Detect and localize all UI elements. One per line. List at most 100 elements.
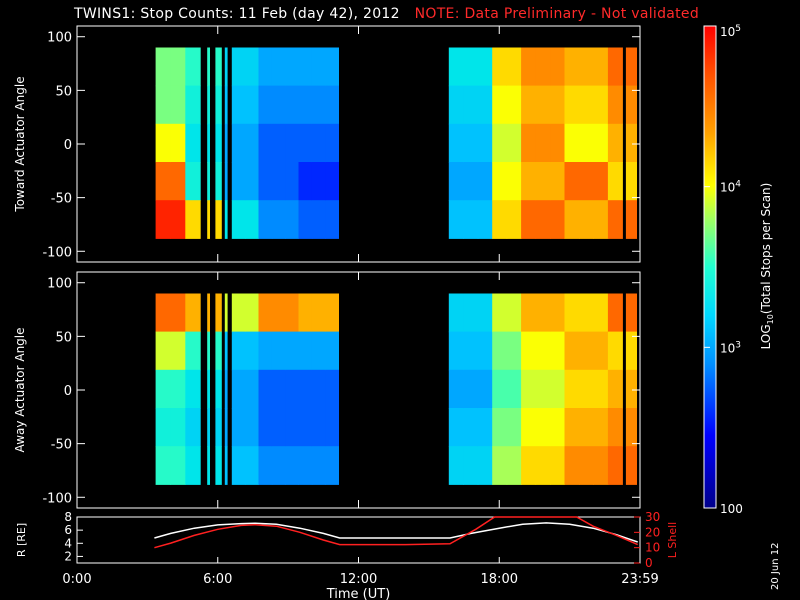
x-tick-label: 18:00 xyxy=(481,572,518,587)
heatmap-cell xyxy=(285,47,299,87)
heatmap-cell xyxy=(245,200,259,239)
y-axis-label: Away Actuator Angle xyxy=(13,327,27,452)
heatmap-cell xyxy=(477,408,493,447)
heatmap-cell xyxy=(521,408,537,447)
heatmap-cell xyxy=(593,446,609,485)
heatmap-cell xyxy=(593,331,609,371)
heatmap-cell xyxy=(521,446,537,485)
colorbar-tick-label: 105 xyxy=(720,24,741,39)
heatmap-cell xyxy=(298,446,313,485)
heatmap-cell xyxy=(448,200,464,239)
heatmap-cell xyxy=(231,47,246,87)
heatmap-cell xyxy=(477,200,493,239)
heatmap-cell xyxy=(463,293,479,333)
heatmap-cell xyxy=(311,293,326,333)
y-tick-label: -50 xyxy=(51,438,72,453)
heatmap-cell xyxy=(506,47,522,87)
heatmap-cell xyxy=(448,293,464,333)
heatmap-cell xyxy=(535,408,551,447)
chart-title: TWINS1: Stop Counts: 11 Feb (day 42), 20… xyxy=(74,6,699,22)
x-tick-label: 6:00 xyxy=(203,572,232,587)
heatmap-cell xyxy=(535,162,551,201)
heatmap-cell xyxy=(564,162,580,201)
heatmap-cell xyxy=(245,47,259,87)
right-y-tick-label: 0 xyxy=(645,556,653,570)
heatmap-cell xyxy=(607,47,623,87)
heatmap-cell xyxy=(298,47,313,87)
heatmap-cell xyxy=(521,369,537,409)
heatmap-cell xyxy=(463,369,479,409)
heatmap-cell xyxy=(448,408,464,447)
heatmap-cell xyxy=(593,369,609,409)
heatmap-cell xyxy=(506,446,522,485)
heatmap-cell xyxy=(550,446,566,485)
heatmap-cell xyxy=(492,47,508,87)
heatmap-cell xyxy=(448,331,464,371)
heatmap-cell xyxy=(224,446,228,485)
heatmap-cell xyxy=(492,200,508,239)
heatmap-cell xyxy=(231,162,246,201)
heatmap-cell xyxy=(325,369,339,409)
heatmap-cell xyxy=(245,331,259,371)
heatmap-cell xyxy=(607,123,623,163)
heatmap-cell xyxy=(625,162,637,201)
heatmap-cell xyxy=(207,408,210,447)
y-tick-label: 8 xyxy=(64,510,72,524)
heatmap-cell xyxy=(593,85,609,125)
heatmap-cell xyxy=(215,293,222,333)
heatmap-cell xyxy=(170,331,186,371)
heatmap-cell xyxy=(593,408,609,447)
heatmap-cell xyxy=(185,408,201,447)
heatmap-cell xyxy=(231,369,246,409)
heatmap-cell xyxy=(579,331,594,371)
y-tick-label: -100 xyxy=(42,245,72,260)
heatmap-cell xyxy=(625,47,637,87)
heatmap-cell xyxy=(463,446,479,485)
heatmap-cell xyxy=(215,369,222,409)
heatmap-cell xyxy=(258,369,273,409)
colorbar-tick-exponent: 5 xyxy=(735,24,741,34)
heatmap-cell xyxy=(506,293,522,333)
heatmap-cell xyxy=(231,200,246,239)
heatmap-cell xyxy=(325,408,339,447)
heatmap-cell xyxy=(245,408,259,447)
heatmap-cell xyxy=(550,123,566,163)
heatmap-cell xyxy=(506,200,522,239)
y-tick-label: -100 xyxy=(42,491,72,506)
colorbar-tick-exponent: 4 xyxy=(735,180,741,190)
heatmap-cell xyxy=(258,162,273,201)
heatmap-cell xyxy=(170,408,186,447)
heatmap-cell xyxy=(535,85,551,125)
heatmap-cell xyxy=(593,293,609,333)
y-tick-label: 2 xyxy=(64,549,72,563)
heatmap-cell xyxy=(579,123,594,163)
heatmap-cell xyxy=(448,162,464,201)
heatmap-cell xyxy=(521,293,537,333)
heatmap-cell xyxy=(325,47,339,87)
heatmap-cell xyxy=(535,446,551,485)
heatmap-cell xyxy=(625,200,637,239)
heatmap-cell xyxy=(231,85,246,125)
colorbar-tick-exponent: 3 xyxy=(735,340,741,350)
heatmap-cell xyxy=(506,85,522,125)
heatmap-cell xyxy=(579,47,594,87)
heatmap-cell xyxy=(506,331,522,371)
heatmap-cell xyxy=(535,369,551,409)
heatmap-cell xyxy=(258,85,273,125)
heatmap-cell xyxy=(607,369,623,409)
heatmap-cell xyxy=(593,162,609,201)
heatmap-cell xyxy=(215,446,222,485)
heatmap-cell xyxy=(593,123,609,163)
heatmap-cell xyxy=(325,162,339,201)
heatmap-cell xyxy=(625,331,637,371)
heatmap-cell xyxy=(477,331,493,371)
title-text: TWINS1: Stop Counts: 11 Feb (day 42), 20… xyxy=(74,6,400,22)
heatmap-cell xyxy=(170,446,186,485)
heatmap-cell xyxy=(224,408,228,447)
heatmap-cell xyxy=(224,162,228,201)
heatmap-cell xyxy=(207,123,210,163)
heatmap-cell xyxy=(607,85,623,125)
heatmap-cell xyxy=(215,162,222,201)
